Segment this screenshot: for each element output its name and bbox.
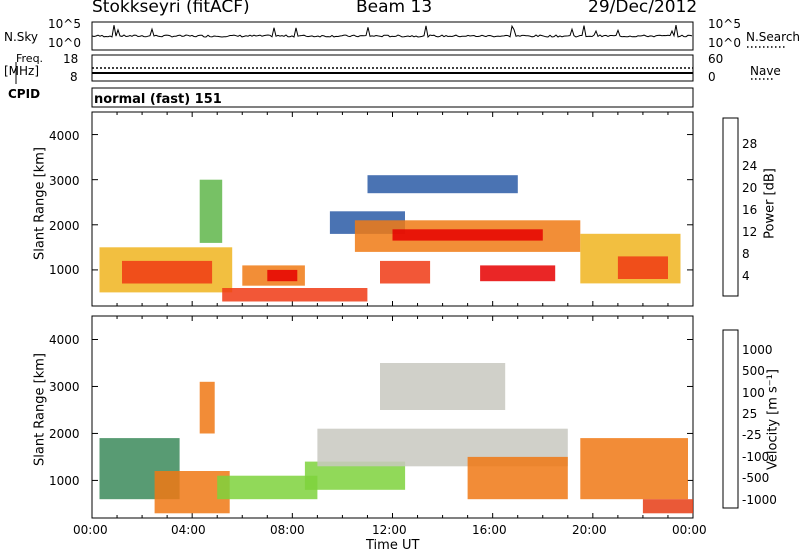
velocity-cbar-tick-25: 25 xyxy=(742,407,758,421)
xtick-1200: 12:00 xyxy=(372,523,407,537)
xtick-1600: 16:00 xyxy=(472,523,507,537)
power-ytick-2000: 2000 xyxy=(49,219,80,233)
cpid-panel-frame xyxy=(91,87,694,108)
velocity-cbar-tick-neg100: -100 xyxy=(742,450,770,464)
velocity-ytick-2000: 2000 xyxy=(49,427,80,441)
nsky-label: N.Sky xyxy=(4,30,39,44)
velocity-cbar-tick-1000: 1000 xyxy=(742,343,773,357)
power-region-5 xyxy=(267,269,298,282)
velocity-region-8 xyxy=(580,438,688,500)
noise-left-tick-top: 10^5 xyxy=(48,17,81,31)
velocity-region-1 xyxy=(154,471,230,514)
freq-left-tick-top: 18 xyxy=(63,52,79,66)
power-region-3 xyxy=(222,288,368,302)
power-ylabel: Slant Range [km] xyxy=(32,147,48,260)
velocity-ytick-4000: 4000 xyxy=(49,333,80,347)
nsearch-label: N.Search xyxy=(746,30,800,44)
power-region-2 xyxy=(199,179,223,243)
velocity-ytick-1000: 1000 xyxy=(49,474,80,488)
power-cbar-tick-24: 24 xyxy=(742,159,758,173)
power-region-11 xyxy=(367,175,518,194)
power-ytick-1000: 1000 xyxy=(49,263,80,277)
power-region-1 xyxy=(122,260,213,284)
power-cbar-tick-20: 20 xyxy=(742,181,758,195)
xtick-0800: 08:00 xyxy=(270,523,305,537)
date-label: 29/Dec/2012 xyxy=(588,0,698,17)
cpid-text: normal (fast) 151 xyxy=(94,92,222,107)
xtick-2400: 00:00 xyxy=(672,523,707,537)
freq-left-tick-bottom: 8 xyxy=(70,70,78,84)
noise-left-tick-bottom: 10^0 xyxy=(48,36,81,50)
velocity-region-2 xyxy=(199,381,215,434)
velocity-cbar-tick-neg25: -25 xyxy=(742,428,762,442)
power-cbar-tick-16: 16 xyxy=(742,203,758,217)
power-ytick-4000: 4000 xyxy=(49,129,80,143)
power-cbar-tick-12: 12 xyxy=(742,225,758,239)
power-region-9 xyxy=(380,260,431,284)
velocity-cbar-tick-100: 100 xyxy=(742,386,765,400)
velocity-region-7 xyxy=(467,456,568,500)
power-colorbar-label: Power [dB] xyxy=(762,168,778,239)
nave-right-tick-bottom: 0 xyxy=(708,70,716,84)
velocity-ylabel: Slant Range [km] xyxy=(32,353,48,466)
power-colorbar-frame xyxy=(722,117,739,297)
power-region-8 xyxy=(392,229,543,241)
cpid-label: CPID xyxy=(8,87,41,101)
power-region-10 xyxy=(480,265,556,282)
noise-right-tick-top: 10^5 xyxy=(708,17,741,31)
power-cbar-tick-8: 8 xyxy=(742,247,750,261)
velocity-colorbar-frame xyxy=(722,329,739,509)
xtick-0400: 04:00 xyxy=(171,523,206,537)
beam-label: Beam 13 xyxy=(356,0,433,17)
xlabel-time: Time UT xyxy=(366,538,420,553)
freq-label: Freq. xyxy=(16,52,44,65)
station-title: Stokkseyri (fitACF) xyxy=(92,0,250,17)
velocity-cbar-tick-500: 500 xyxy=(742,364,765,378)
velocity-cbar-tick-neg1000: -1000 xyxy=(742,493,777,507)
velocity-ytick-3000: 3000 xyxy=(49,380,80,394)
noise-sky-line xyxy=(91,24,693,39)
velocity-cbar-tick-neg500: -500 xyxy=(742,471,770,485)
nave-label: Nave xyxy=(750,64,781,78)
velocity-colorbar-label: Velocity [m s⁻¹] xyxy=(765,369,781,470)
xtick-0000: 00:00 xyxy=(73,523,108,537)
power-region-13 xyxy=(617,256,668,279)
power-cbar-tick-4: 4 xyxy=(742,269,750,283)
power-cbar-tick-28: 28 xyxy=(742,137,758,151)
velocity-region-3 xyxy=(217,475,318,500)
noise-right-tick-bottom: 10^0 xyxy=(708,36,741,50)
mhz-label: [MHz] xyxy=(4,64,40,78)
velocity-region-6 xyxy=(380,363,506,410)
velocity-region-9 xyxy=(642,499,693,514)
nave-right-tick-top: 60 xyxy=(708,52,724,66)
xtick-2000: 20:00 xyxy=(572,523,607,537)
power-ytick-3000: 3000 xyxy=(49,174,80,188)
